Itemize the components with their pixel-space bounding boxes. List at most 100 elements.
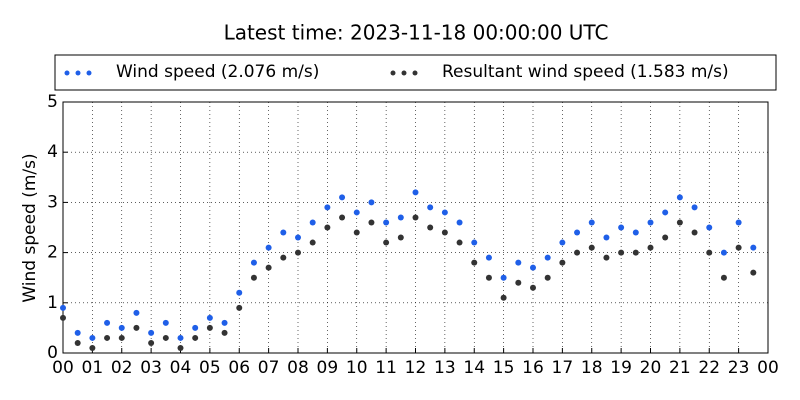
x-tick-label: 00	[52, 358, 74, 378]
data-point	[339, 194, 346, 201]
x-tick-label: 08	[287, 358, 309, 378]
data-point	[530, 284, 536, 291]
legend-marker	[75, 70, 81, 76]
data-point	[676, 194, 683, 201]
x-tick-label: 05	[199, 358, 221, 378]
data-point	[676, 219, 683, 226]
legend-marker	[401, 70, 407, 76]
data-point	[295, 249, 301, 256]
data-point	[133, 309, 140, 316]
legend-label: Wind speed (2.076 m/s)	[116, 62, 319, 82]
data-point	[588, 244, 595, 251]
x-tick-label: 09	[317, 358, 339, 378]
data-point	[309, 239, 316, 246]
data-point	[691, 204, 698, 211]
data-point	[750, 244, 757, 251]
x-tick-label: 12	[405, 358, 427, 378]
data-point	[206, 314, 213, 321]
y-tick-label: 0	[47, 343, 58, 363]
data-point	[485, 254, 492, 261]
data-point	[456, 239, 463, 246]
data-point	[735, 244, 742, 251]
x-tick-label: 10	[346, 358, 368, 378]
x-tick-label: 06	[228, 358, 250, 378]
data-point	[162, 319, 169, 326]
data-point	[500, 294, 507, 301]
data-point	[632, 249, 639, 256]
x-tick-label: 07	[258, 358, 280, 378]
data-point	[471, 259, 478, 266]
data-point	[280, 229, 287, 236]
data-point	[618, 224, 625, 231]
data-point	[500, 274, 507, 281]
data-point	[471, 239, 478, 246]
x-tick-label: 01	[82, 358, 104, 378]
x-tick-label: 19	[610, 358, 632, 378]
x-tick-label: 14	[463, 358, 485, 378]
data-point	[574, 229, 581, 236]
legend-marker	[86, 70, 92, 76]
data-point	[383, 219, 390, 226]
data-point	[104, 319, 111, 326]
data-point	[177, 334, 184, 341]
y-tick-label: 1	[47, 293, 58, 313]
data-point	[324, 224, 331, 231]
x-tick-label: 18	[581, 358, 603, 378]
data-point	[720, 249, 727, 256]
data-point	[162, 334, 169, 341]
data-point	[456, 219, 463, 226]
data-point	[632, 229, 639, 236]
data-point	[60, 314, 66, 321]
data-point	[353, 209, 360, 216]
data-point	[368, 219, 375, 226]
data-point	[662, 209, 669, 216]
data-point	[750, 269, 757, 276]
data-point	[603, 234, 610, 241]
data-point	[104, 334, 111, 341]
data-point	[530, 264, 536, 271]
data-point	[74, 329, 81, 336]
y-tick-label: 3	[47, 192, 58, 212]
data-point	[706, 224, 713, 231]
data-point	[618, 249, 625, 256]
x-tick-label: 22	[698, 358, 720, 378]
data-point	[603, 254, 610, 261]
data-point	[118, 324, 125, 331]
data-point	[441, 229, 448, 236]
data-point	[735, 219, 742, 226]
x-tick-label: 15	[493, 358, 515, 378]
data-point	[559, 239, 566, 246]
x-tick-label: 04	[170, 358, 192, 378]
data-point	[221, 329, 228, 336]
x-tick-label: 03	[140, 358, 162, 378]
x-tick-label: 16	[522, 358, 544, 378]
data-point	[412, 214, 419, 221]
y-axis-label: Wind speed (m/s)	[20, 153, 40, 302]
data-point	[720, 274, 727, 281]
y-tick-label: 2	[47, 243, 58, 263]
data-point	[368, 199, 375, 206]
data-point	[133, 324, 140, 331]
data-point	[324, 204, 331, 211]
data-point	[236, 304, 243, 311]
legend-marker	[390, 70, 396, 76]
x-tick-label: 21	[669, 358, 691, 378]
plot-frame	[62, 101, 769, 354]
data-point	[118, 334, 125, 341]
legend-marker	[412, 70, 418, 76]
data-point	[544, 274, 551, 281]
data-point	[89, 344, 96, 351]
data-point	[309, 219, 316, 226]
data-point	[647, 244, 654, 251]
data-point	[544, 254, 551, 261]
data-point	[148, 329, 155, 336]
data-point	[588, 219, 595, 226]
data-point	[60, 304, 66, 311]
data-point	[221, 319, 228, 326]
data-point	[515, 259, 522, 266]
data-point	[383, 239, 390, 246]
data-point	[148, 339, 155, 346]
data-point	[397, 234, 404, 241]
data-point	[427, 204, 434, 211]
